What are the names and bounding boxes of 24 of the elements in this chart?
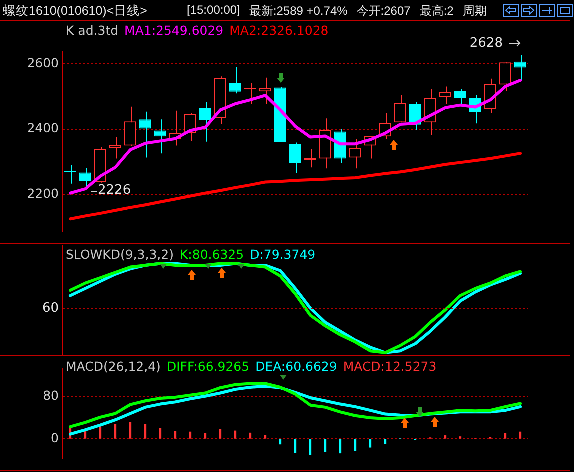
text: 最高:2 [420,3,454,20]
text: [15:00:00] [187,3,240,19]
text: MA1:2549.6029 [124,23,224,38]
text: 周期 [462,3,487,20]
annotation: 2226 [98,183,132,198]
chart-title: SLOWKD(9,3,3,2) [66,247,174,262]
series-label: K:80.6325 [180,247,244,262]
text: 60 [42,301,59,316]
text: 最新:2589 +0.74% [249,3,348,20]
y-tick-label: 80 [43,388,60,404]
text: 2628 [470,36,503,51]
y-tick-label: 2400 [27,120,60,136]
y-tick-label: 2200 [27,186,60,201]
chart-subtitle: K ad.3td [66,23,119,38]
series-label: D:79.3749 [250,247,316,262]
y-tick-label: 0 [51,430,60,446]
y-tick-label: 2600 [27,55,60,70]
chart-title: 螺纹1610(010610)<日线> [3,3,148,20]
series-label: DIFF:66.9265 [166,359,250,374]
chart-title: MACD(26,12,4) [66,359,161,374]
text: 今开:2607 [356,3,411,20]
series-label: DEA:60.6629 [256,359,338,374]
text: MACD:12.5273 [343,359,437,374]
text: MA2:2326.1028 [230,23,329,38]
